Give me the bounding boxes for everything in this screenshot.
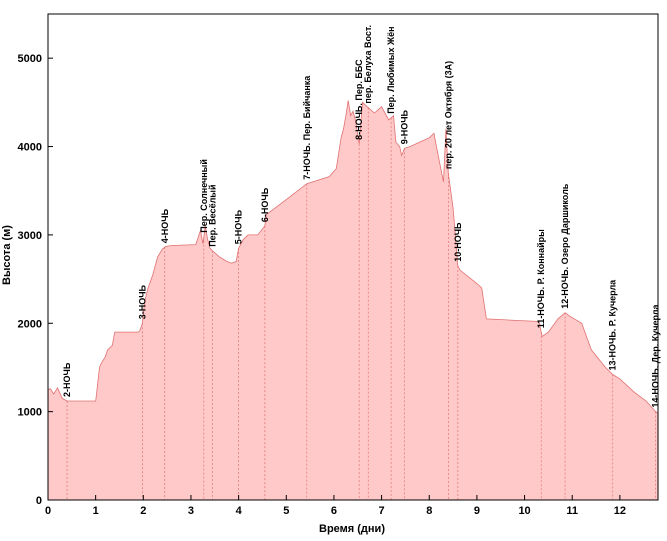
x-tick-label: 9 — [474, 505, 480, 517]
marker-label: 12-НОЧЬ. Озеро Даршиколь — [560, 183, 570, 308]
x-tick-label: 6 — [331, 505, 337, 517]
y-tick-label: 0 — [36, 495, 42, 507]
marker-label: 10-НОЧЬ — [453, 222, 463, 262]
x-axis-title: Время (дни) — [319, 523, 385, 535]
altitude-line — [47, 100, 659, 414]
altitude-area — [48, 100, 658, 500]
x-tick-label: 5 — [283, 505, 289, 517]
marker-label: 13-НОЧЬ. Р. Кучерла — [608, 279, 618, 371]
marker-label: 3-НОЧЬ — [137, 284, 147, 319]
marker-label: Пер. Весёлый — [207, 184, 217, 246]
marker-label: 8-НОЧЬ. Пер. ББС — [354, 59, 364, 140]
marker-label: 11-НОЧЬ. Р. Коннайры — [536, 229, 546, 328]
marker-label: 5-НОЧЬ — [234, 209, 244, 244]
marker-label: 4-НОЧЬ — [160, 208, 170, 243]
marker-label: 9-НОЧЬ — [400, 109, 410, 144]
marker-label: 2-НОЧЬ — [62, 362, 72, 397]
marker-label: Пер. Солнечный — [199, 159, 209, 233]
y-tick-label: 1000 — [18, 407, 42, 419]
plot-area — [47, 100, 659, 500]
marker-label: пер. 20 лет Октября (3А) — [443, 61, 453, 169]
x-tick-label: 10 — [518, 505, 530, 517]
y-tick-label: 3000 — [18, 230, 42, 242]
x-tick-label: 2 — [140, 505, 146, 517]
marker-label: 14-НОЧЬ. Дер. Кучерла — [651, 304, 661, 408]
x-tick-label: 7 — [379, 505, 385, 517]
x-tick-label: 11 — [566, 505, 578, 517]
y-tick-label: 2000 — [18, 318, 42, 330]
y-axis-title: Высота (м) — [1, 225, 13, 285]
marker-label: 7-НОЧЬ. Пер. Бийчанка — [302, 75, 312, 180]
plot-frame — [47, 13, 659, 501]
x-tick-label: 1 — [93, 505, 99, 517]
x-tick-label: 3 — [188, 505, 194, 517]
x-tick-label: 0 — [45, 505, 51, 517]
marker-label: пер. Белуха Вост. — [363, 25, 373, 104]
marker-label: 6-НОЧЬ — [260, 187, 270, 222]
marker-label: Пер. Любимых Жён — [386, 26, 396, 113]
x-tick-label: 12 — [614, 505, 626, 517]
x-tick-label: 8 — [426, 505, 432, 517]
x-tick-label: 4 — [236, 505, 243, 517]
y-tick-label: 5000 — [18, 53, 42, 65]
y-tick-label: 4000 — [18, 142, 42, 154]
